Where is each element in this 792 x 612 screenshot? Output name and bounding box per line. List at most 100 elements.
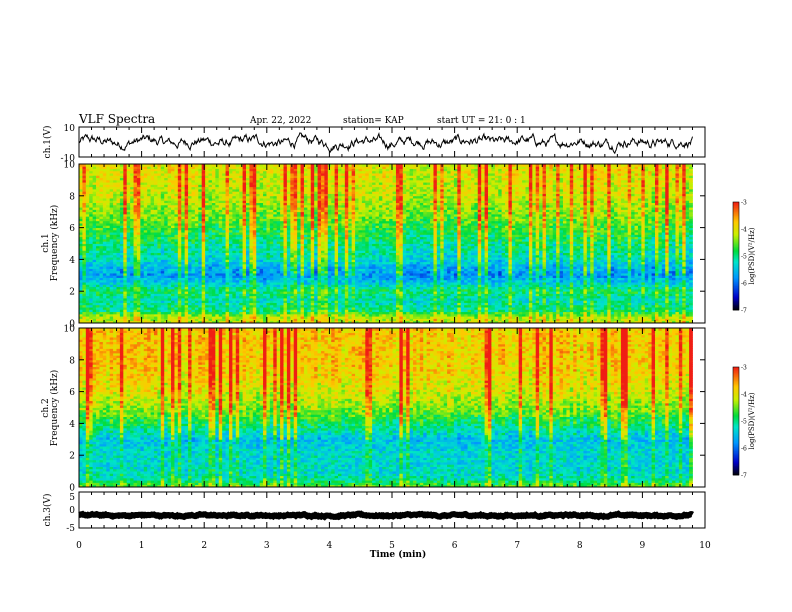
spectrogram-cell <box>188 298 192 301</box>
spectrogram-cell <box>338 314 342 317</box>
spectrogram-cell <box>144 298 148 301</box>
spectrogram-cell <box>294 303 298 306</box>
spectrogram-cell <box>222 305 226 308</box>
spectrogram-cell <box>263 309 267 312</box>
spectrogram-cell <box>144 316 148 319</box>
spectrogram-cell <box>532 312 536 315</box>
spectrogram-cell <box>624 316 628 319</box>
spectrogram-cell <box>539 316 543 319</box>
spectrogram-cell <box>471 316 475 319</box>
spectrogram-cell <box>451 316 455 319</box>
spectrogram-cell <box>96 309 100 312</box>
spectrogram-cell <box>641 312 645 315</box>
spectrogram-cell <box>597 318 601 321</box>
spectrogram-cell <box>478 303 482 306</box>
spectrogram-cell <box>607 312 611 315</box>
spectrogram-cell <box>461 305 465 308</box>
spectrogram-cell <box>440 309 444 312</box>
spectrogram-cell <box>195 312 199 315</box>
spectrogram-cell <box>171 312 175 315</box>
spectrogram-cell <box>614 303 618 306</box>
spectrogram-cell <box>662 303 666 306</box>
spectrogram-cell <box>130 316 134 319</box>
spectrogram-cell <box>386 305 390 308</box>
spectrogram-cell <box>280 316 284 319</box>
spectrogram-cell <box>382 314 386 317</box>
vlf-spectra-figure: VLF Spectra Apr. 22, 2022 station= KAP s… <box>0 0 792 612</box>
spectrogram-cell <box>662 300 666 303</box>
spectrogram-cell <box>420 307 424 310</box>
spectrogram-cell <box>260 316 264 319</box>
spectrogram-cell <box>219 316 223 319</box>
spectrogram-cell <box>198 300 202 303</box>
spectrogram-cell <box>89 316 93 319</box>
spectrogram-cell <box>665 309 669 312</box>
spectrogram-cell <box>212 316 216 319</box>
spectrogram-cell <box>393 312 397 315</box>
spectrogram-cell <box>198 316 202 319</box>
spectrogram-cell <box>273 303 277 306</box>
spectrogram-cell <box>256 318 260 321</box>
spectrogram-cell <box>222 303 226 306</box>
spectrogram-cell <box>318 318 322 321</box>
spectrogram-cell <box>249 309 253 312</box>
spectrogram-cell <box>546 316 550 319</box>
spectrogram-cell <box>202 300 206 303</box>
spectrogram-cell <box>372 314 376 317</box>
spectrogram-cell <box>590 312 594 315</box>
spectrogram-cell <box>652 316 656 319</box>
spectrogram-cell <box>474 300 478 303</box>
spectrogram-cell <box>151 298 155 301</box>
spectrogram-cell <box>546 303 550 306</box>
spectrogram-cell <box>188 316 192 319</box>
spectrogram-cell <box>93 300 97 303</box>
spectrogram-cell <box>266 307 270 310</box>
spectrogram-cell <box>79 305 83 308</box>
spectrogram-cell <box>549 316 553 319</box>
spectrogram-cell <box>682 300 686 303</box>
spectrogram-cell <box>590 307 594 310</box>
spectrogram-cell <box>553 303 557 306</box>
spectrogram-cell <box>658 314 662 317</box>
spectrogram-cell <box>556 312 560 315</box>
spectrogram-cell <box>113 316 117 319</box>
spectrogram-cell <box>560 318 564 321</box>
spectrogram-cell <box>253 305 257 308</box>
spectrogram-cell <box>440 300 444 303</box>
spectrogram-cell <box>444 307 448 310</box>
spectrogram-cell <box>219 318 223 321</box>
spectrogram-cell <box>641 303 645 306</box>
spectrogram-cell <box>679 307 683 310</box>
spectrogram-cell <box>154 298 158 301</box>
spectrogram-cell <box>607 314 611 317</box>
spectrogram-cell <box>512 307 516 310</box>
spectrogram-cell <box>512 305 516 308</box>
spectrogram-cell <box>144 305 148 308</box>
spectrogram-cell <box>573 318 577 321</box>
spectrogram-cell <box>406 316 410 319</box>
spectrogram-cell <box>512 312 516 315</box>
spectrogram-cell <box>399 303 403 306</box>
spectrogram-cell <box>362 300 366 303</box>
spectrogram-cell <box>372 318 376 321</box>
spectrogram-cell <box>219 303 223 306</box>
spectrogram-cell <box>345 307 349 310</box>
spectrogram-cell <box>311 305 315 308</box>
spectrogram-cell <box>151 312 155 315</box>
spectrogram-cell <box>362 303 366 306</box>
spectrogram-cell <box>386 316 390 319</box>
spectrogram-cell <box>338 300 342 303</box>
spectrogram-cell <box>662 316 666 319</box>
spectrogram-cell <box>682 318 686 321</box>
spectrogram-cell <box>525 307 529 310</box>
spectrogram-cell <box>89 309 93 312</box>
spectrogram-cell <box>481 303 485 306</box>
spectrogram-cell <box>529 314 533 317</box>
spectrogram-cell <box>314 303 318 306</box>
spectrogram-cell <box>352 309 356 312</box>
spectrogram-cell <box>365 307 369 310</box>
spectrogram-cell <box>444 303 448 306</box>
spectrogram-cell <box>161 303 165 306</box>
spectrogram-cell <box>164 298 168 301</box>
spectrogram-cell <box>587 307 591 310</box>
